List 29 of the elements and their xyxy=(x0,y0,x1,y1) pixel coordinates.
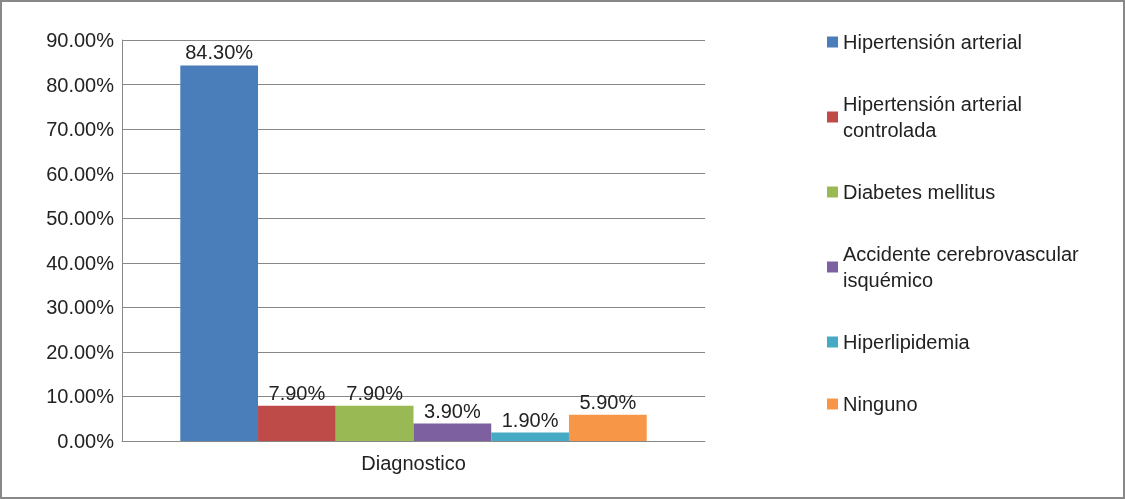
y-tick-label: 40.00% xyxy=(46,251,115,274)
y-tick-label: 90.00% xyxy=(46,29,115,51)
data-label: 7.90% xyxy=(268,381,326,404)
bar xyxy=(491,432,569,441)
bar xyxy=(258,405,336,441)
y-tick-label: 0.00% xyxy=(57,430,115,452)
bar xyxy=(568,414,647,441)
bar xyxy=(180,65,259,441)
y-tick-label: 20.00% xyxy=(46,340,115,363)
legend-label: Hipertensión arterial xyxy=(843,31,1022,53)
y-tick-label: 80.00% xyxy=(46,73,115,96)
data-label: 84.30% xyxy=(185,41,254,64)
x-tick-label: Diagnostico xyxy=(361,452,466,474)
data-label: 5.90% xyxy=(579,390,637,413)
y-tick-label: 10.00% xyxy=(46,385,115,408)
bar xyxy=(335,405,414,441)
y-tick-label: 60.00% xyxy=(46,162,115,185)
y-tick-label: 70.00% xyxy=(46,118,115,141)
y-tick-label: 30.00% xyxy=(46,296,115,319)
legend-label: Ninguno xyxy=(843,393,918,415)
bar xyxy=(413,423,492,441)
data-label: 3.90% xyxy=(424,399,481,422)
legend-label: Diabetes mellitus xyxy=(843,181,996,203)
data-label: 1.90% xyxy=(501,408,559,431)
data-label: 7.90% xyxy=(346,381,404,404)
y-tick-label: 50.00% xyxy=(46,207,115,230)
legend-label: Accidente cerebrovascular isquémico xyxy=(843,243,1085,291)
legend-label: Hiperlipidemia xyxy=(843,331,971,353)
legend-label: Hipertensión arterial controlada xyxy=(843,93,1028,141)
